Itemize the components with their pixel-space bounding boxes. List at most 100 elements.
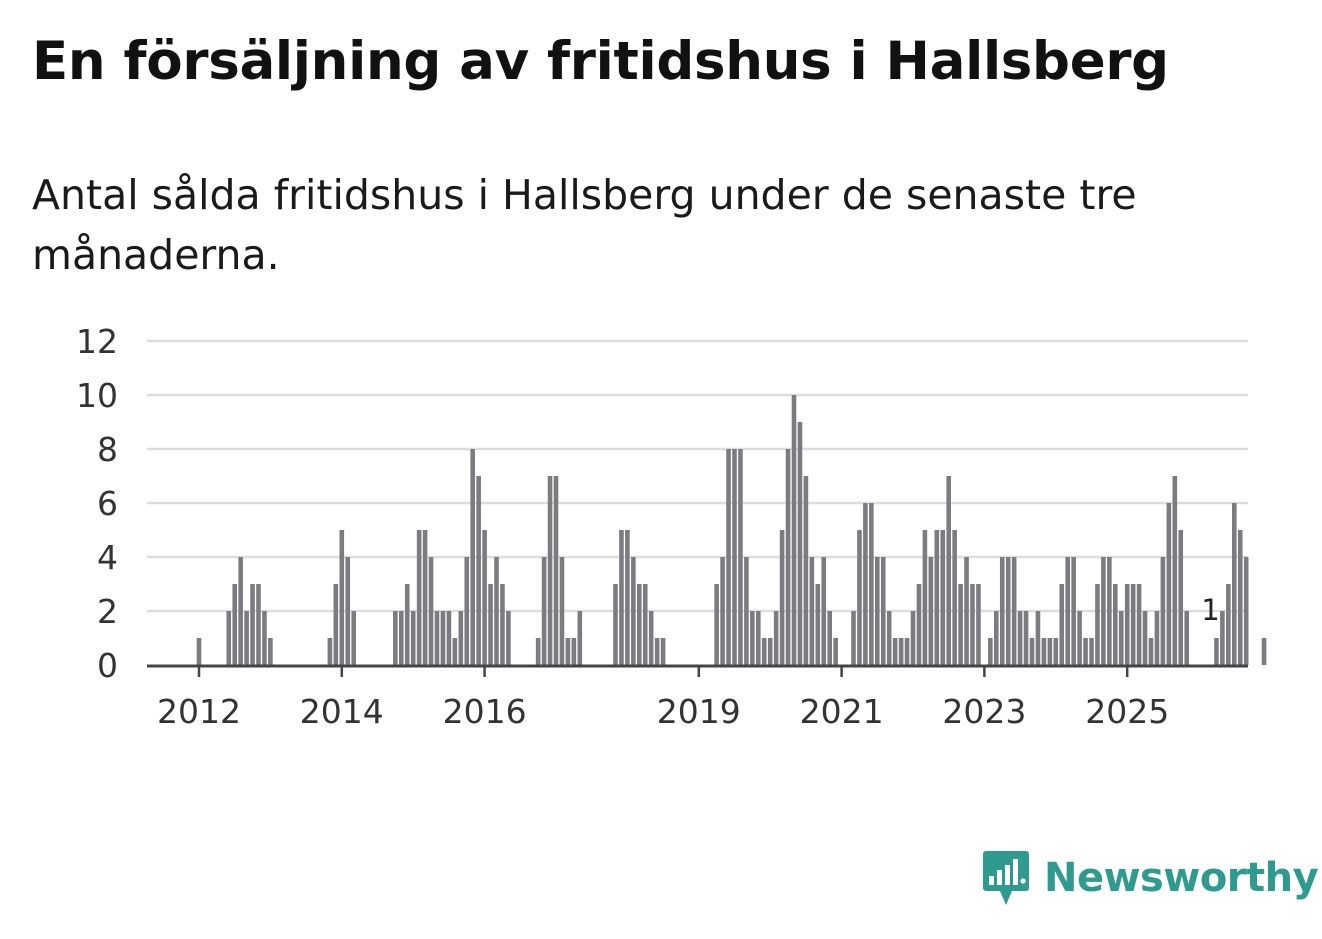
bar	[928, 557, 934, 665]
bar	[625, 530, 630, 665]
bar	[732, 449, 737, 665]
bar	[196, 638, 202, 665]
bar	[815, 584, 821, 665]
bar	[1172, 476, 1178, 665]
bar	[976, 584, 981, 665]
bar	[1089, 638, 1094, 665]
bar	[434, 611, 440, 665]
bar	[446, 611, 452, 665]
bar	[1011, 557, 1017, 665]
bar	[1101, 557, 1106, 665]
bar	[1136, 584, 1142, 665]
bar	[428, 557, 434, 665]
bar	[1029, 638, 1035, 665]
bar	[464, 557, 470, 665]
bar	[756, 611, 761, 665]
y-tick-label: 2	[97, 592, 118, 631]
bar	[327, 638, 333, 665]
bars	[196, 395, 1267, 665]
bar	[232, 584, 237, 665]
bar	[779, 530, 785, 665]
bar	[958, 584, 963, 665]
bar	[1113, 584, 1118, 665]
bar	[999, 557, 1005, 665]
y-tick-label: 6	[97, 484, 118, 523]
bar	[833, 638, 838, 665]
bar	[916, 584, 922, 665]
chart-title: En försäljning av fritidshus i Hallsberg	[32, 31, 1169, 92]
bar	[565, 638, 571, 665]
bar	[1178, 530, 1184, 665]
bar	[226, 611, 232, 665]
bar	[268, 638, 273, 665]
bar	[393, 611, 398, 665]
bar	[654, 638, 660, 665]
bar	[547, 476, 553, 665]
newsworthy-logo-text: Newsworthy	[1044, 855, 1319, 901]
bar	[500, 584, 505, 665]
annotations: 1	[1201, 593, 1219, 627]
y-tick-label: 10	[76, 376, 118, 415]
bar	[404, 584, 410, 665]
bar	[1005, 557, 1011, 665]
bar	[1041, 638, 1047, 665]
bar	[910, 611, 916, 665]
bar	[1130, 584, 1136, 665]
bar	[744, 557, 749, 665]
bar	[642, 584, 648, 665]
bar	[875, 557, 880, 665]
bar	[988, 638, 993, 665]
bar	[339, 530, 345, 665]
y-tick-label: 0	[97, 646, 118, 685]
bar	[506, 611, 511, 665]
data-label: 1	[1201, 593, 1219, 627]
bar	[809, 557, 815, 665]
bar	[1083, 638, 1088, 665]
bar	[773, 611, 779, 665]
bar	[476, 476, 481, 665]
bar	[1166, 503, 1172, 665]
bar	[1017, 611, 1023, 665]
bar	[1142, 611, 1148, 665]
bar	[345, 557, 351, 665]
bar	[470, 449, 475, 665]
bar	[613, 584, 618, 665]
bar	[851, 611, 856, 665]
x-tick-label: 2025	[1085, 692, 1169, 731]
bar	[541, 557, 547, 665]
bar	[738, 449, 743, 665]
x-axis	[147, 664, 1248, 677]
bar	[262, 611, 267, 665]
x-axis-labels: 2012 2014 2016 2019 2021 2023 2025	[157, 692, 1169, 731]
x-tick-label: 2016	[443, 692, 527, 731]
bar	[637, 584, 642, 665]
bar	[571, 638, 577, 665]
bar	[904, 638, 910, 665]
bar	[577, 611, 583, 665]
bar	[619, 530, 624, 665]
bar	[821, 557, 827, 665]
y-tick-label: 12	[76, 322, 118, 361]
bar	[797, 422, 803, 665]
bar	[964, 557, 969, 665]
bar	[238, 557, 243, 665]
newsworthy-logo: Newsworthy	[982, 848, 1319, 908]
bar-chart: 0 2 4 6 8 10 12 2012 2014 2016 2019 2021 2023 2025 1	[76, 322, 1267, 731]
bar	[1160, 557, 1166, 665]
bar	[940, 530, 946, 665]
bar	[458, 611, 464, 665]
bar	[1124, 584, 1130, 665]
bar	[1118, 611, 1124, 665]
y-tick-label: 8	[97, 430, 118, 469]
bar	[422, 530, 428, 665]
bar	[1220, 611, 1225, 665]
bar	[1035, 611, 1041, 665]
bar	[1214, 638, 1219, 665]
bar	[898, 638, 904, 665]
bar	[761, 638, 767, 665]
bar	[827, 611, 832, 665]
y-tick-label: 4	[97, 538, 118, 577]
bar	[559, 557, 565, 665]
bar	[1154, 611, 1160, 665]
bar	[1148, 638, 1154, 665]
